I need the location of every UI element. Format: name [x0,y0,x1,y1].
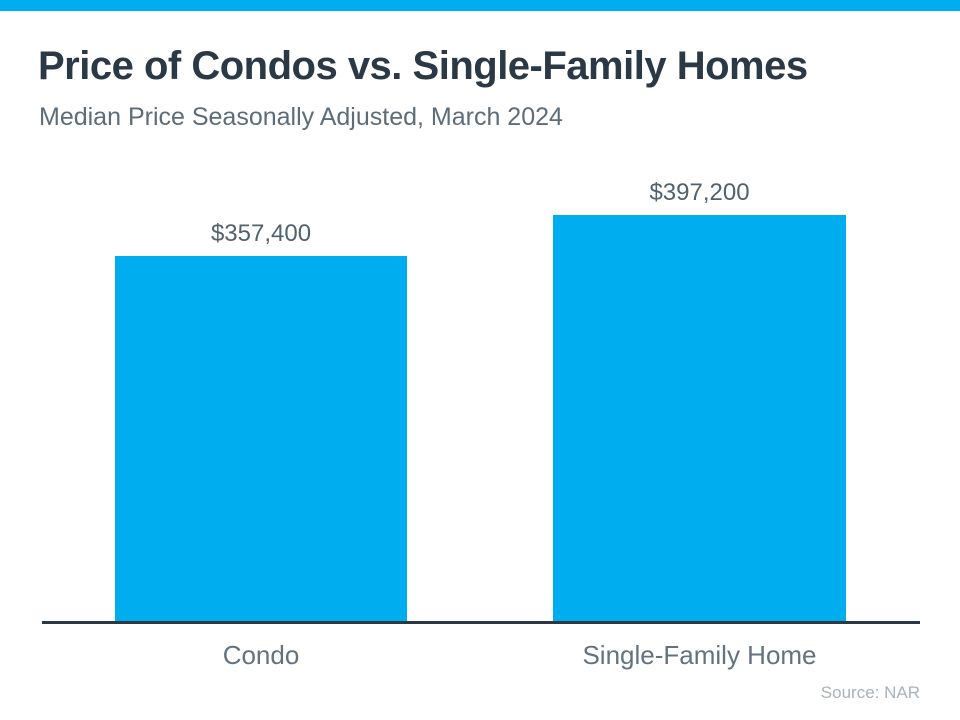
source-note: Source: NAR [820,683,920,702]
bar-value-label-single-family-home: $397,200 [649,179,750,206]
x-axis-label-condo: Condo [222,640,300,670]
x-axis-label-single-family-home: Single-Family Home [582,640,817,670]
bar-value-label-condo: $357,400 [210,220,312,247]
bar-single-family-home [553,215,846,621]
chart-subtitle: Median Price Seasonally Adjusted, March … [39,103,563,131]
bar-condo [115,256,407,621]
top-accent-strip [0,0,960,11]
chart-title: Price of Condos vs. Single-Family Homes [38,44,808,88]
x-axis-line [42,621,920,624]
